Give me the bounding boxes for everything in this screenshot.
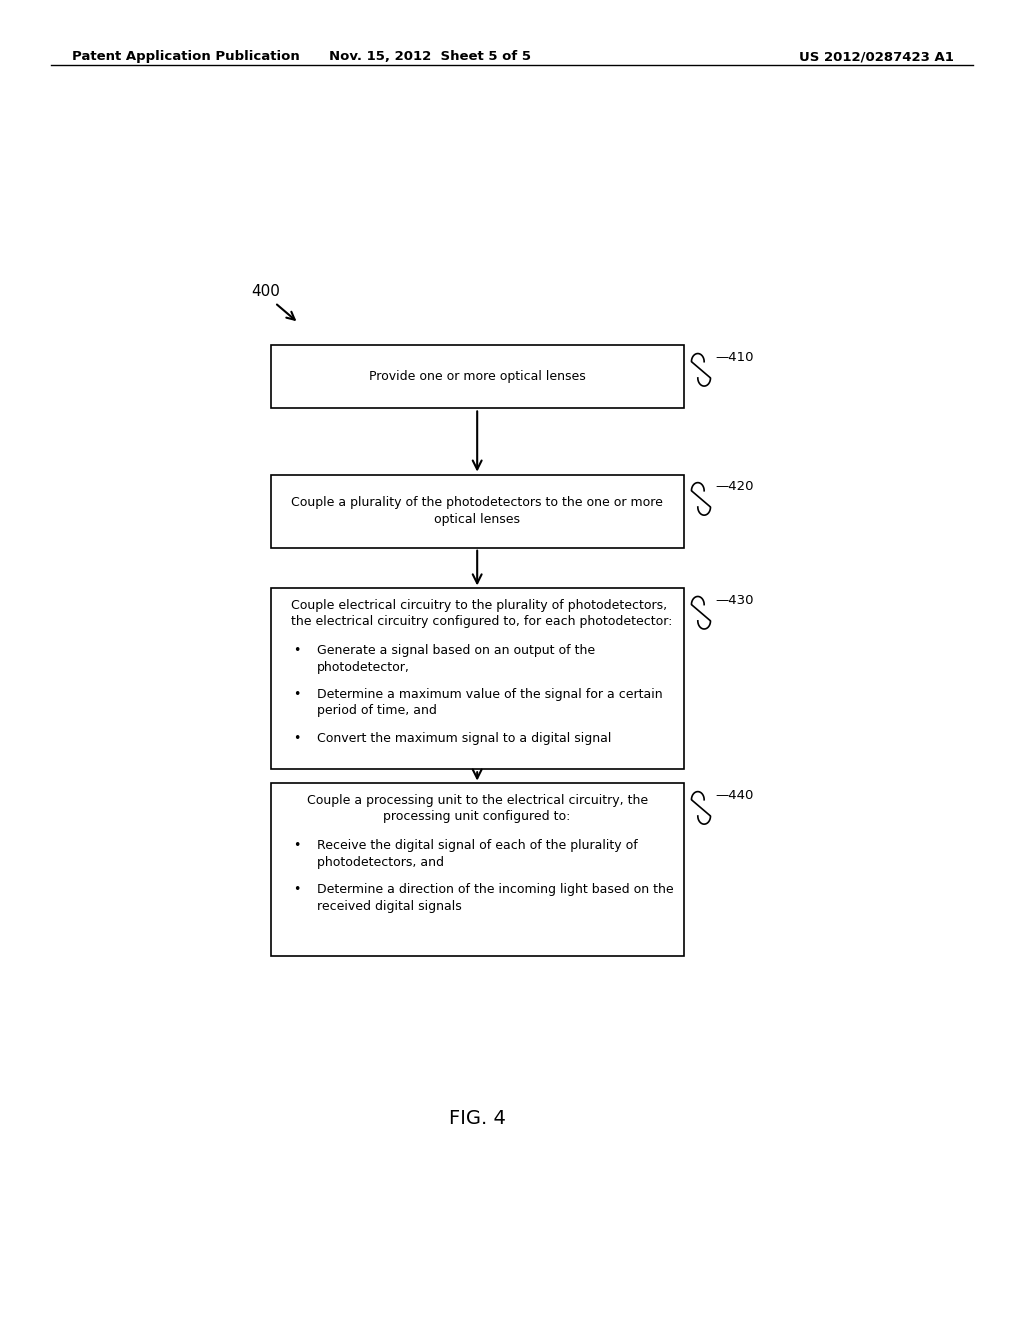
Text: Determine a direction of the incoming light based on the
received digital signal: Determine a direction of the incoming li…	[316, 883, 674, 912]
Text: Nov. 15, 2012  Sheet 5 of 5: Nov. 15, 2012 Sheet 5 of 5	[329, 50, 531, 63]
Text: —410: —410	[715, 351, 754, 364]
Text: FIG. 4: FIG. 4	[449, 1109, 506, 1129]
FancyBboxPatch shape	[270, 589, 684, 770]
Text: •: •	[293, 883, 300, 896]
Text: Convert the maximum signal to a digital signal: Convert the maximum signal to a digital …	[316, 731, 611, 744]
Text: Couple electrical circuitry to the plurality of photodetectors,
the electrical c: Couple electrical circuitry to the plura…	[291, 598, 672, 628]
Text: Patent Application Publication: Patent Application Publication	[72, 50, 299, 63]
Text: Provide one or more optical lenses: Provide one or more optical lenses	[369, 371, 586, 383]
Text: —440: —440	[715, 789, 754, 803]
Text: Determine a maximum value of the signal for a certain
period of time, and: Determine a maximum value of the signal …	[316, 688, 663, 718]
Text: •: •	[293, 644, 300, 657]
Text: Couple a plurality of the photodetectors to the one or more
optical lenses: Couple a plurality of the photodetectors…	[291, 496, 664, 527]
Text: —420: —420	[715, 480, 754, 494]
Text: 400: 400	[251, 284, 280, 298]
Text: •: •	[293, 731, 300, 744]
FancyBboxPatch shape	[270, 784, 684, 956]
Text: •: •	[293, 840, 300, 853]
Text: •: •	[293, 688, 300, 701]
FancyBboxPatch shape	[270, 346, 684, 408]
Text: Receive the digital signal of each of the plurality of
photodetectors, and: Receive the digital signal of each of th…	[316, 840, 638, 869]
Text: Generate a signal based on an output of the
photodetector,: Generate a signal based on an output of …	[316, 644, 595, 673]
Text: US 2012/0287423 A1: US 2012/0287423 A1	[799, 50, 953, 63]
FancyBboxPatch shape	[270, 474, 684, 548]
Text: Couple a processing unit to the electrical circuitry, the
processing unit config: Couple a processing unit to the electric…	[306, 793, 648, 824]
Text: —430: —430	[715, 594, 754, 607]
